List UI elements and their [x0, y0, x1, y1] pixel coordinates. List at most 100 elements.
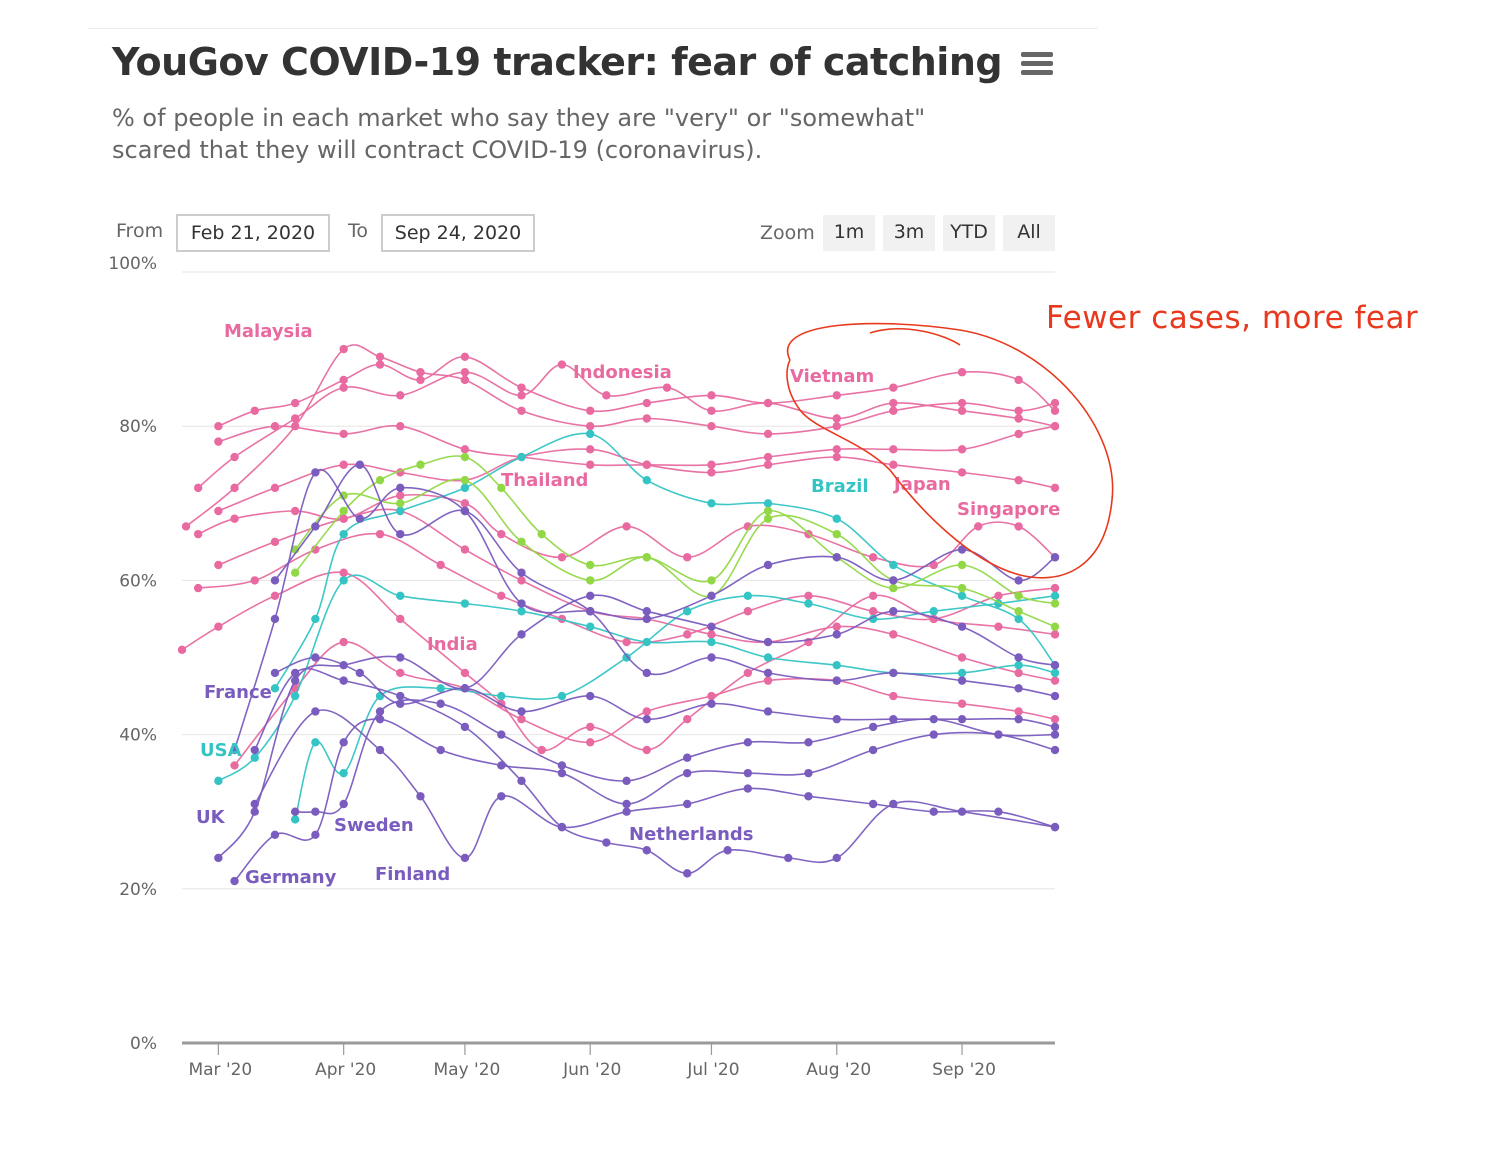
data-point	[707, 691, 716, 701]
data-point	[683, 869, 692, 878]
series-label: UK	[196, 807, 226, 828]
data-point	[311, 468, 320, 477]
data-point	[436, 699, 445, 708]
data-point	[642, 707, 651, 716]
data-point	[557, 822, 567, 832]
data-point	[311, 830, 320, 840]
data-point	[517, 537, 526, 547]
x-tick-label: Jul '20	[686, 1060, 739, 1080]
data-point	[270, 537, 280, 547]
data-point	[804, 599, 813, 608]
data-point	[622, 653, 631, 662]
zoom-3m-button[interactable]: 3m	[883, 215, 935, 251]
data-point	[957, 583, 967, 593]
y-tick-label: 80%	[119, 417, 157, 437]
data-point	[586, 429, 595, 439]
data-point	[763, 499, 773, 508]
data-point	[889, 714, 898, 724]
top-divider	[88, 28, 1098, 29]
data-point	[396, 499, 405, 508]
annotation-circle	[786, 322, 1114, 579]
series-label: Netherlands	[629, 824, 754, 845]
series-philippines	[193, 529, 1060, 647]
axes: 100% 80% 60% 40% 20% 0% Mar '20 Apr '20 May '20 J…	[108, 254, 1055, 1080]
series-line	[295, 699, 1056, 815]
data-point	[622, 799, 631, 809]
data-point	[957, 622, 967, 631]
x-tick-label: May '20	[433, 1060, 500, 1080]
data-point	[707, 622, 716, 631]
data-point	[1014, 614, 1023, 624]
data-point	[707, 576, 716, 585]
data-point	[557, 553, 567, 562]
data-point	[1014, 714, 1023, 724]
data-point	[557, 768, 567, 778]
data-point	[517, 607, 526, 616]
data-point	[517, 630, 526, 639]
data-point	[416, 460, 425, 469]
data-point	[436, 745, 445, 755]
data-point	[250, 745, 259, 755]
series-label: India	[427, 634, 478, 655]
data-point	[497, 761, 506, 770]
y-tick-label: 60%	[119, 571, 157, 591]
data-point	[994, 591, 1003, 601]
data-point	[889, 445, 898, 454]
series-line	[233, 718, 1056, 882]
data-point	[622, 807, 631, 816]
data-point	[311, 614, 320, 624]
zoom-ytd-button[interactable]: YTD	[943, 215, 995, 251]
data-point	[763, 514, 773, 523]
series-label: Germany	[245, 867, 337, 888]
data-point	[586, 591, 595, 601]
data-point	[214, 776, 223, 786]
to-date-input[interactable]: Sep 24, 2020	[381, 214, 535, 252]
data-point	[1050, 714, 1060, 724]
data-point	[743, 591, 753, 601]
data-point	[339, 460, 348, 469]
data-point	[517, 406, 526, 415]
data-point	[622, 776, 631, 786]
data-point	[763, 676, 773, 685]
data-point	[311, 653, 320, 662]
data-point	[270, 684, 280, 693]
data-point	[642, 714, 651, 724]
x-tick-label: Apr '20	[315, 1060, 376, 1080]
data-point	[396, 422, 405, 431]
data-point	[460, 452, 470, 462]
data-point	[396, 691, 405, 701]
data-point	[763, 653, 773, 662]
data-point	[832, 714, 841, 724]
data-point	[994, 730, 1003, 739]
data-point	[743, 738, 753, 747]
data-point	[763, 637, 773, 647]
data-point	[193, 583, 203, 593]
data-point	[290, 422, 300, 431]
data-point	[586, 738, 595, 747]
from-date-input[interactable]: Feb 21, 2020	[176, 214, 330, 252]
data-point	[683, 799, 692, 809]
data-point	[311, 738, 320, 747]
data-point	[994, 807, 1003, 816]
zoom-all-button[interactable]: All	[1003, 215, 1055, 251]
data-point	[460, 545, 470, 554]
hamburger-menu-icon[interactable]	[1018, 48, 1056, 84]
data-point	[784, 853, 793, 863]
data-point	[460, 853, 470, 863]
data-point	[1050, 730, 1060, 739]
series-line	[274, 463, 1056, 697]
data-point	[290, 691, 300, 701]
series-line	[294, 594, 1056, 820]
data-point	[497, 792, 506, 801]
zoom-1m-button[interactable]: 1m	[823, 215, 875, 251]
data-point	[957, 406, 967, 415]
data-point	[214, 506, 223, 516]
data-point	[375, 360, 385, 369]
data-point	[707, 699, 716, 708]
data-point	[517, 383, 526, 392]
data-point	[804, 591, 813, 601]
series-line	[217, 574, 1056, 782]
data-point	[868, 553, 878, 562]
data-point	[957, 653, 967, 662]
data-point	[832, 422, 841, 431]
